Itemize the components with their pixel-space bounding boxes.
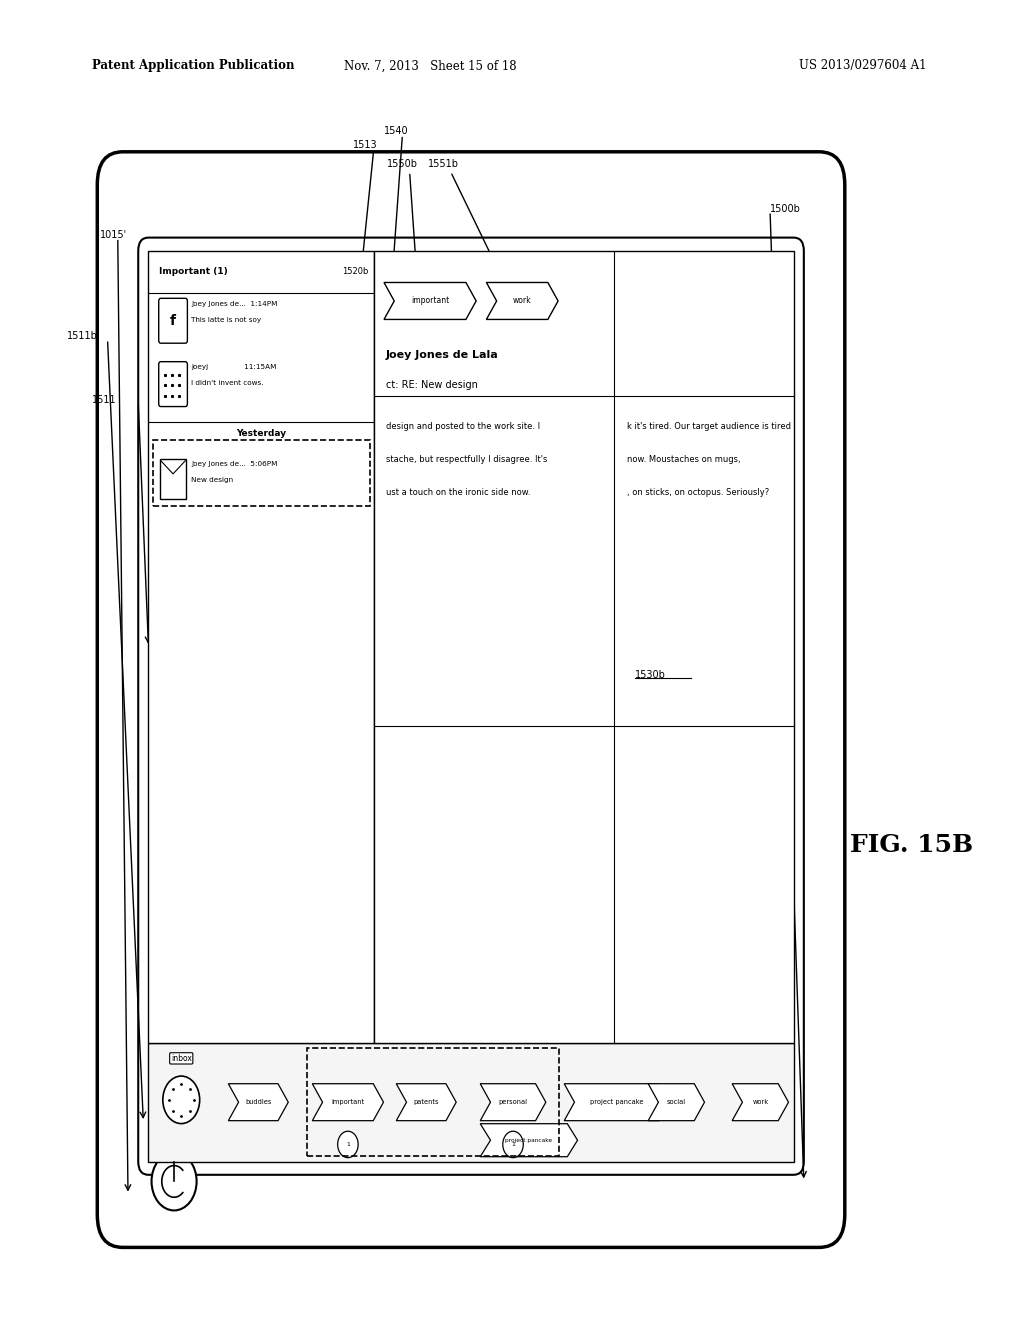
Text: 1550b: 1550b — [387, 158, 418, 169]
Text: social: social — [667, 1100, 686, 1105]
Polygon shape — [228, 1084, 289, 1121]
Bar — [374, 251, 794, 1043]
Text: 1520b: 1520b — [342, 267, 369, 276]
Bar — [307, 1048, 559, 1156]
Text: 1500b: 1500b — [770, 203, 801, 214]
Circle shape — [152, 1152, 197, 1210]
Text: stache, but respectfully I disagree. It's: stache, but respectfully I disagree. It'… — [386, 455, 548, 465]
Text: important: important — [332, 1100, 365, 1105]
Bar — [148, 251, 374, 1043]
Text: Important (1): Important (1) — [159, 267, 227, 276]
Bar — [153, 440, 370, 506]
Text: 1540: 1540 — [384, 125, 409, 136]
Text: work: work — [513, 297, 531, 305]
Text: work: work — [753, 1100, 768, 1105]
Text: 1510: 1510 — [328, 292, 352, 302]
Text: US 2013/0297604 A1: US 2013/0297604 A1 — [799, 59, 927, 73]
Text: 1015': 1015' — [100, 230, 127, 240]
Polygon shape — [396, 1084, 457, 1121]
Text: f: f — [170, 314, 176, 327]
Text: I didn't invent cows.: I didn't invent cows. — [191, 380, 264, 387]
Text: k it's tired. Our target audience is tired: k it's tired. Our target audience is tir… — [627, 422, 791, 432]
Text: important: important — [411, 297, 450, 305]
Text: 1530b: 1530b — [635, 669, 666, 680]
Text: 1551b: 1551b — [428, 158, 459, 169]
Polygon shape — [564, 1084, 670, 1121]
Polygon shape — [312, 1084, 383, 1121]
Polygon shape — [486, 282, 558, 319]
Circle shape — [503, 1131, 523, 1158]
Text: project pancake: project pancake — [505, 1138, 553, 1143]
Circle shape — [338, 1131, 358, 1158]
Text: now. Moustaches on mugs,: now. Moustaches on mugs, — [627, 455, 740, 465]
Text: Joey Jones de...  1:14PM: Joey Jones de... 1:14PM — [191, 301, 278, 308]
Text: project pancake: project pancake — [590, 1100, 643, 1105]
Text: Joey Jones de Lala: Joey Jones de Lala — [386, 350, 499, 360]
Polygon shape — [648, 1084, 705, 1121]
Text: 1: 1 — [346, 1142, 350, 1147]
Text: New design: New design — [191, 477, 233, 483]
Text: , on sticks, on octopus. Seriously?: , on sticks, on octopus. Seriously? — [627, 488, 769, 498]
Text: This latte is not soy: This latte is not soy — [191, 317, 261, 323]
Text: buddies: buddies — [245, 1100, 271, 1105]
Circle shape — [163, 1076, 200, 1123]
Text: Yesterday: Yesterday — [237, 429, 286, 438]
Text: 1511b: 1511b — [67, 330, 97, 341]
FancyBboxPatch shape — [159, 362, 187, 407]
Text: inbox: inbox — [171, 1053, 191, 1063]
Polygon shape — [384, 282, 476, 319]
Text: joeyj                11:15AM: joeyj 11:15AM — [191, 364, 276, 371]
Text: 1513: 1513 — [353, 140, 378, 150]
Text: design and posted to the work site. I: design and posted to the work site. I — [386, 422, 541, 432]
Text: Patent Application Publication: Patent Application Publication — [92, 59, 295, 73]
Polygon shape — [480, 1123, 578, 1156]
FancyBboxPatch shape — [138, 238, 804, 1175]
Text: 1: 1 — [511, 1142, 515, 1147]
Text: ct: RE: New design: ct: RE: New design — [386, 380, 478, 391]
Text: patents: patents — [414, 1100, 439, 1105]
Text: FIG. 15B: FIG. 15B — [850, 833, 973, 857]
Text: Joey Jones de...  5:06PM: Joey Jones de... 5:06PM — [191, 461, 278, 467]
Text: personal: personal — [499, 1100, 527, 1105]
FancyBboxPatch shape — [160, 459, 186, 499]
FancyBboxPatch shape — [97, 152, 845, 1247]
FancyBboxPatch shape — [159, 298, 187, 343]
Polygon shape — [732, 1084, 788, 1121]
Bar — [148, 1043, 794, 1162]
Text: ust a touch on the ironic side now.: ust a touch on the ironic side now. — [386, 488, 530, 498]
Text: Nov. 7, 2013   Sheet 15 of 18: Nov. 7, 2013 Sheet 15 of 18 — [344, 59, 516, 73]
Polygon shape — [480, 1084, 546, 1121]
Text: 1511: 1511 — [92, 395, 117, 405]
